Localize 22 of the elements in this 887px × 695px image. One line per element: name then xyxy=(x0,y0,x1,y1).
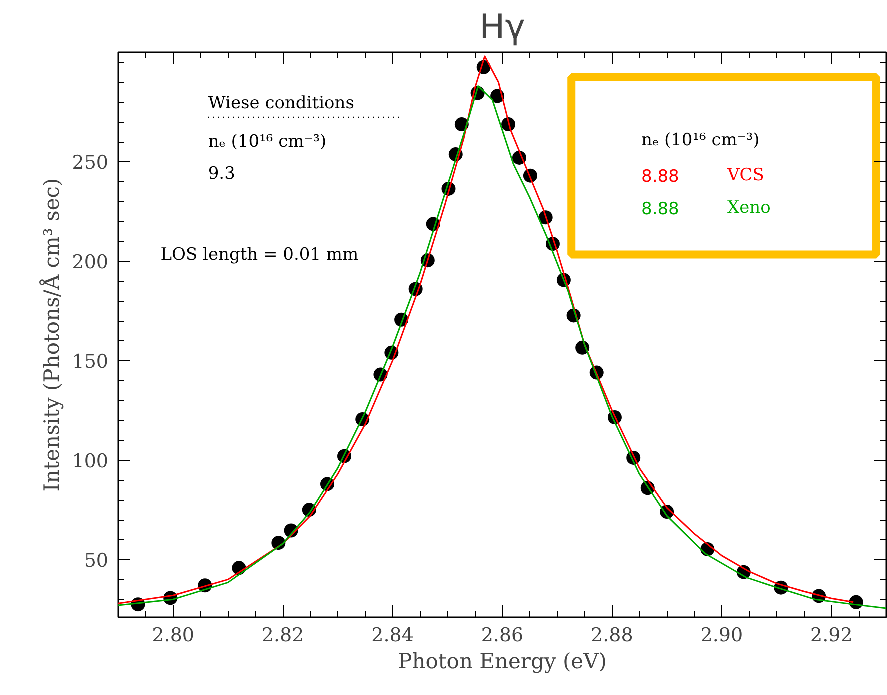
x-tick-label: 2.80 xyxy=(152,624,195,646)
y-tick-label: 100 xyxy=(72,450,108,472)
y-tick-label: 250 xyxy=(72,152,108,174)
text: 8.88 Xeno xyxy=(642,198,771,220)
annotation: nₑ (10¹⁶ cm⁻³) xyxy=(208,132,327,152)
x-tick-label: 2.84 xyxy=(372,624,414,646)
legend-title: nₑ (10¹⁶ cm⁻³) xyxy=(642,130,760,151)
y-tick-label: 150 xyxy=(72,350,108,373)
x-axis-title: Photon Energy (eV) xyxy=(398,650,607,674)
annotation: LOS length = 0.01 mm xyxy=(160,244,359,265)
chart-title: Hγ xyxy=(480,8,526,48)
x-tick-label: 2.82 xyxy=(262,624,304,646)
x-tick-label: 2.90 xyxy=(700,624,744,646)
y-tick-label: 50 xyxy=(84,550,109,572)
x-tick-label: 2.86 xyxy=(481,624,524,646)
y-tick-label: 200 xyxy=(72,251,108,274)
annotation: 9.3 xyxy=(208,164,236,184)
annotation: Wiese conditions xyxy=(208,93,354,114)
y-axis-title: Intensity (Photons/Å cm³ sec) xyxy=(39,178,64,492)
x-tick-label: 2.92 xyxy=(810,624,853,646)
x-tick-label: 2.88 xyxy=(591,624,634,646)
text: 8.88 VCS xyxy=(642,166,764,188)
